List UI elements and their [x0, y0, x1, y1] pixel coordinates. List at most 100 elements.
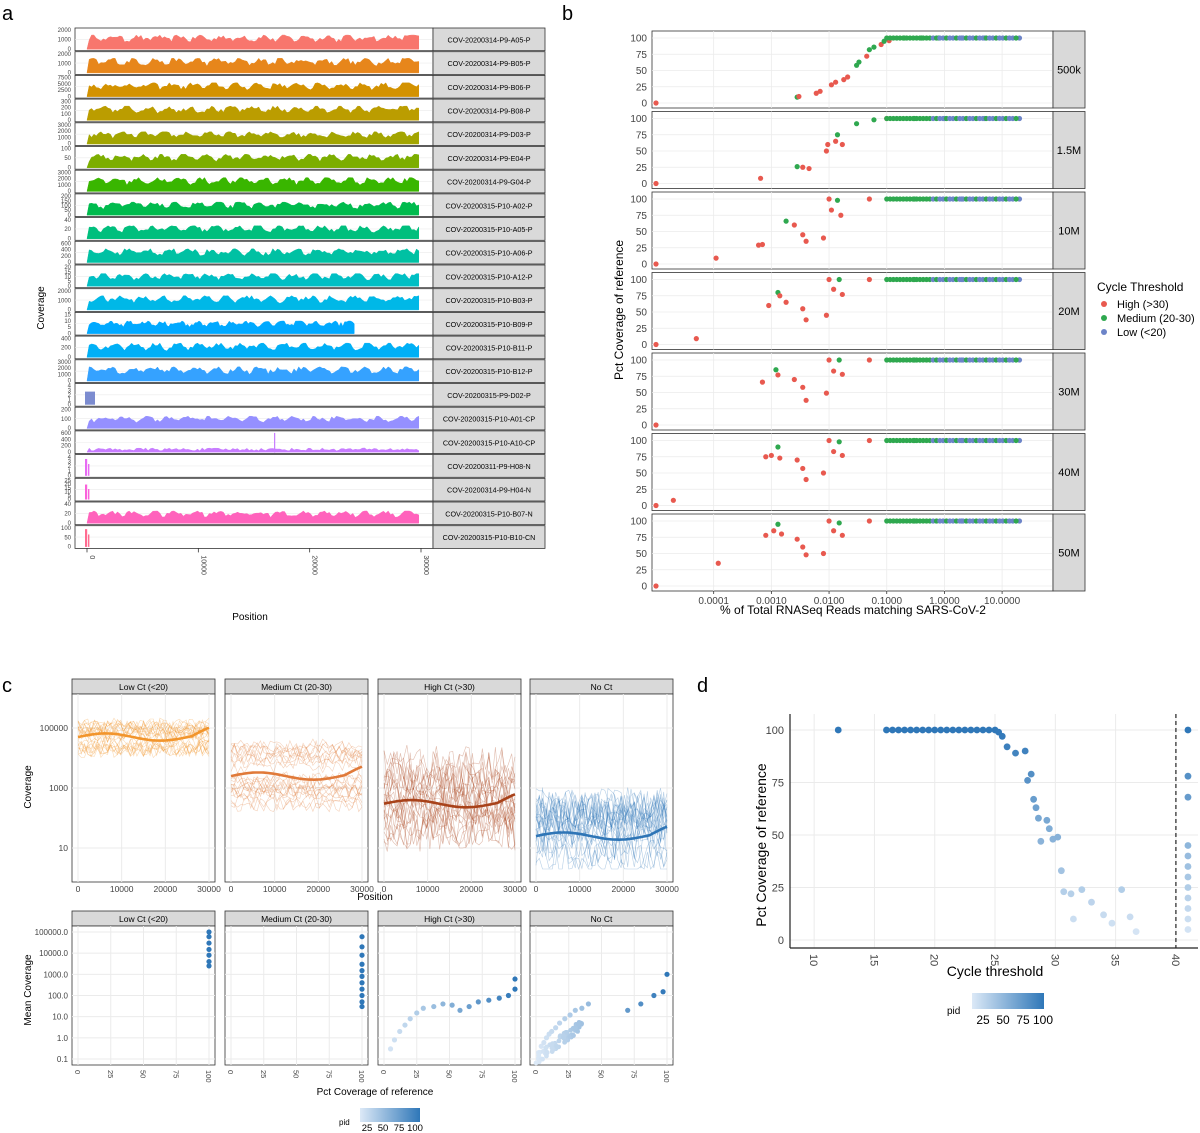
data-point: [653, 422, 659, 428]
data-point: [475, 999, 481, 1005]
coverage-trace: [230, 772, 363, 789]
y-tick-label: 4: [68, 455, 72, 461]
facet-strip: [432, 217, 546, 241]
data-point: [575, 1021, 581, 1027]
y-tick-label: 2000: [58, 366, 72, 372]
x-tick-label: 0: [73, 1070, 82, 1074]
coverage-trace: [230, 751, 363, 768]
facet-strip-label: 30M: [1058, 387, 1079, 399]
pid-tick-label: 25: [362, 1123, 373, 1133]
coverage-area: [86, 154, 420, 168]
y-tick-label: 400: [61, 248, 72, 254]
coverage-area: [86, 366, 420, 382]
facet-strip-label: COV-20200315-P9-D02-P: [447, 391, 531, 400]
coverage-trace: [535, 787, 668, 830]
data-point: [206, 952, 212, 958]
data-point: [777, 293, 783, 299]
coverage-track: COV-20200315-P10-B11-P 400 200 0: [61, 335, 546, 361]
x-tick-label: 15: [867, 954, 879, 966]
facet-strip-label: COV-20200315-P10-A02-P: [445, 201, 532, 210]
coverage-trace: [77, 742, 210, 758]
data-point: [961, 726, 969, 734]
data-point: [1078, 886, 1086, 893]
mean-coverage-line: [383, 793, 516, 809]
coverage-trace: [383, 764, 516, 806]
panel-c-coverage-by-ct: Coverage Position Mean Coverage Pct Cove…: [23, 678, 679, 1133]
data-point: [407, 1016, 413, 1022]
panel-b-x-title: % of Total RNASeq Reads matching SARS-Co…: [720, 603, 986, 617]
data-point: [1184, 793, 1192, 801]
data-point: [889, 726, 896, 734]
coverage-trace: [535, 827, 668, 870]
facet-strip: [432, 98, 546, 123]
y-tick-label: 0: [68, 402, 72, 408]
data-point: [871, 117, 877, 123]
pid-tick-label: 50: [996, 1013, 1010, 1027]
y-tick-label: 25: [636, 82, 648, 93]
data-point: [1100, 911, 1107, 919]
y-tick-label: 20: [64, 227, 71, 233]
y-tick-label: 1000: [58, 372, 72, 378]
pid-legend-title: pid: [339, 1118, 350, 1127]
facet-strip: [432, 146, 546, 170]
facet-strip: [432, 75, 546, 99]
data-point: [955, 726, 963, 734]
y-tick-label: 1: [68, 469, 72, 475]
data-point: [206, 946, 212, 953]
data-point: [864, 53, 870, 59]
coverage-trace: [77, 727, 210, 744]
y-tick-label: 75: [636, 211, 648, 222]
data-point: [771, 528, 777, 534]
facet-panel: [651, 352, 1054, 431]
y-tick-label: 0: [778, 935, 784, 947]
x-tick-label: 1.0000: [929, 596, 960, 607]
x-tick-label: 0.0001: [698, 596, 729, 607]
x-tick-label: 10000: [110, 884, 134, 894]
facet-strip: [432, 501, 546, 526]
coverage-trace: [230, 787, 363, 804]
y-tick-label: 40: [64, 502, 71, 508]
data-point: [512, 986, 518, 992]
data-point: [486, 997, 492, 1003]
data-point: [1043, 816, 1051, 824]
data-point: [866, 47, 872, 53]
coverage-area: [86, 320, 355, 334]
x-tick-label: 20000: [154, 884, 178, 894]
coverage-trace: [77, 724, 210, 741]
y-tick-label: 200: [61, 407, 72, 413]
data-point: [895, 726, 902, 734]
coverage-area: [88, 489, 90, 500]
y-tick-label: 400: [61, 336, 72, 342]
y-tick-label: 75: [636, 50, 648, 61]
legend-swatch: [1101, 315, 1107, 321]
coverage-track: COV-20200315-P10-B10-CN 100 50 0: [61, 525, 546, 551]
data-point: [831, 448, 837, 455]
y-tick-label: 2000: [58, 177, 72, 183]
data-point: [834, 197, 841, 203]
coverage-trace: [230, 739, 363, 756]
data-point: [757, 175, 764, 181]
x-tick-label: 50: [139, 1070, 148, 1078]
data-point: [841, 77, 847, 83]
coverage-trace: [383, 810, 516, 852]
facet-strip-label: COV-20200315-P10-B07-N: [445, 509, 533, 518]
coverage-trace: [230, 784, 363, 800]
coverage-trace: [230, 738, 363, 754]
coverage-trace: [535, 824, 668, 864]
coverage-area: [86, 447, 420, 453]
y-tick-label: 25: [636, 163, 648, 174]
data-point: [839, 532, 845, 538]
x-tick-label: 30000: [655, 884, 679, 894]
y-tick-label: 25: [636, 485, 648, 496]
y-tick-label: 0: [68, 474, 72, 480]
data-point: [359, 944, 365, 950]
data-point: [556, 1038, 562, 1044]
data-point: [768, 452, 774, 459]
y-tick-label: 100: [766, 725, 784, 737]
coverage-trace: [77, 718, 210, 736]
data-point: [431, 1003, 437, 1010]
data-point: [775, 372, 781, 378]
data-point: [496, 995, 502, 1001]
facet-strip-label: COV-20200314-P9-D03-P: [447, 130, 531, 139]
data-point: [206, 958, 212, 965]
